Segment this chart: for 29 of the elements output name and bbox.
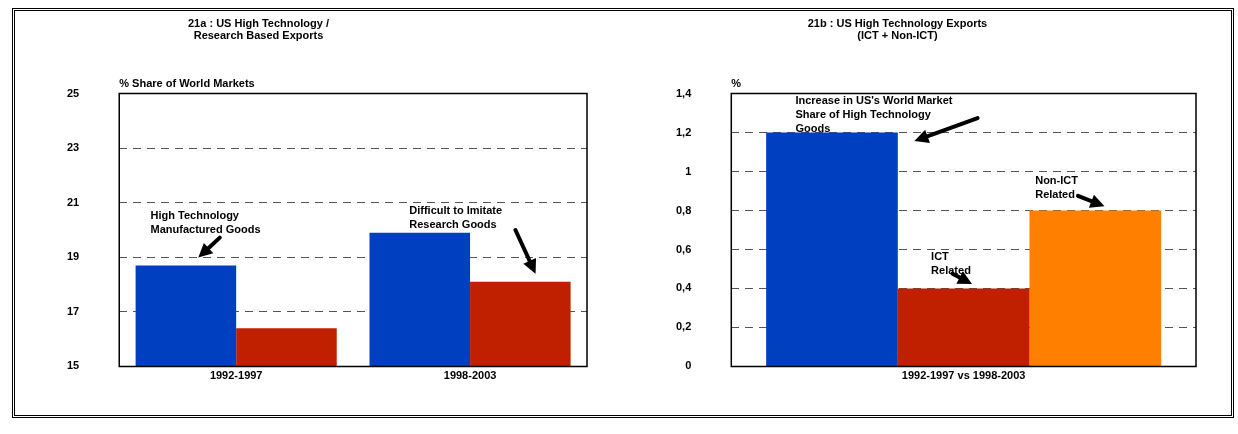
y-tick-label: 0,4 <box>675 281 693 294</box>
annotation: ICT Related <box>931 250 971 277</box>
y-tick-label: 0 <box>685 359 692 372</box>
y-tick-label: 0,2 <box>675 320 692 333</box>
annotation: Increase in US's World Market Share of High Technology Goods <box>795 93 953 134</box>
y-tick-label: 21 <box>66 195 80 208</box>
bar <box>897 288 1030 366</box>
annotation: High Technology Manufactured Goods <box>150 209 261 236</box>
y-tick-label: 1,4 <box>675 86 693 99</box>
y-tick-label: 0,8 <box>675 203 692 216</box>
y-tick-label: 1,2 <box>675 125 692 138</box>
y-tick-label: 0,6 <box>675 242 692 255</box>
chart-title: 21b : US High Technology Exports (ICT + Non-ICT) <box>806 17 989 41</box>
y-axis-title: % Share of World Markets <box>119 77 255 90</box>
x-tick-label: 1992-1997 <box>209 369 263 382</box>
annotation: Non-ICT Related <box>1035 173 1079 200</box>
bar <box>766 132 898 366</box>
x-tick-label: 1998-2003 <box>443 369 497 382</box>
x-tick-label: 1992-1997 vs 1998-2003 <box>901 369 1026 382</box>
y-tick-label: 17 <box>66 304 80 317</box>
chart-title: 21a : US High Technology / Research Based Exports <box>187 17 330 41</box>
y-tick-label: 25 <box>66 86 80 99</box>
y-tick-label: 1 <box>685 164 692 177</box>
y-axis-title: % <box>731 77 742 90</box>
y-tick-label: 19 <box>66 250 80 263</box>
annotation: Difficult to Imitate Research Goods <box>409 203 503 230</box>
y-tick-label: 23 <box>66 141 80 154</box>
bar <box>1029 210 1162 366</box>
y-tick-label: 15 <box>66 359 80 372</box>
